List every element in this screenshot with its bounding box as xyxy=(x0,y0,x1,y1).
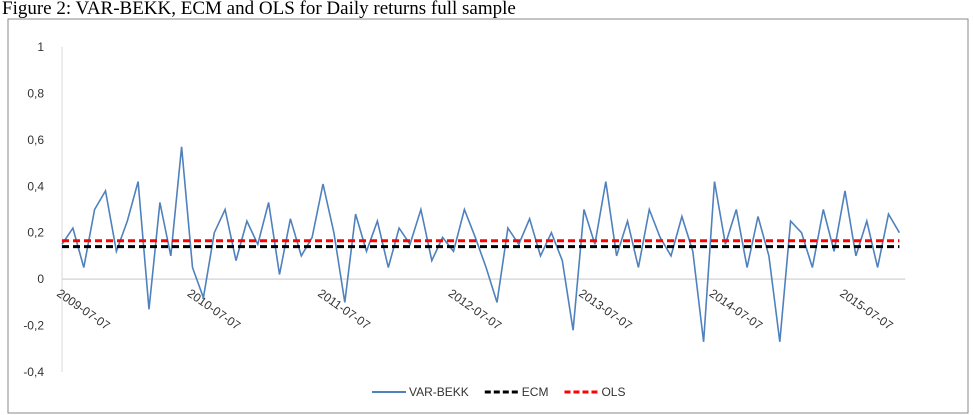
y-tick-label: -0,4 xyxy=(23,365,44,379)
legend-label: ECM xyxy=(522,385,549,399)
y-tick-label: 0 xyxy=(37,272,44,286)
y-tick-label: 1 xyxy=(37,40,44,54)
legend-label: VAR-BEKK xyxy=(409,385,469,399)
chart-title: Figure 2: VAR-BEKK, ECM and OLS for Dail… xyxy=(2,0,516,19)
y-tick-label: 0,2 xyxy=(27,226,44,240)
chart-frame xyxy=(7,18,969,414)
series-line xyxy=(61,146,901,342)
legend-label: OLS xyxy=(601,385,625,399)
y-tick-label: -0,2 xyxy=(23,319,44,333)
y-tick-label: 0,6 xyxy=(27,133,44,147)
y-tick-label: 0,4 xyxy=(27,179,44,193)
y-tick-label: 0,8 xyxy=(27,86,44,100)
